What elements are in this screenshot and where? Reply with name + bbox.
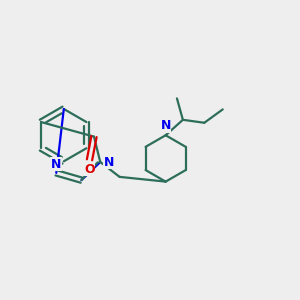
Text: N: N (51, 158, 62, 170)
Text: O: O (84, 163, 95, 176)
Text: N: N (104, 155, 114, 169)
Text: N: N (160, 119, 171, 132)
